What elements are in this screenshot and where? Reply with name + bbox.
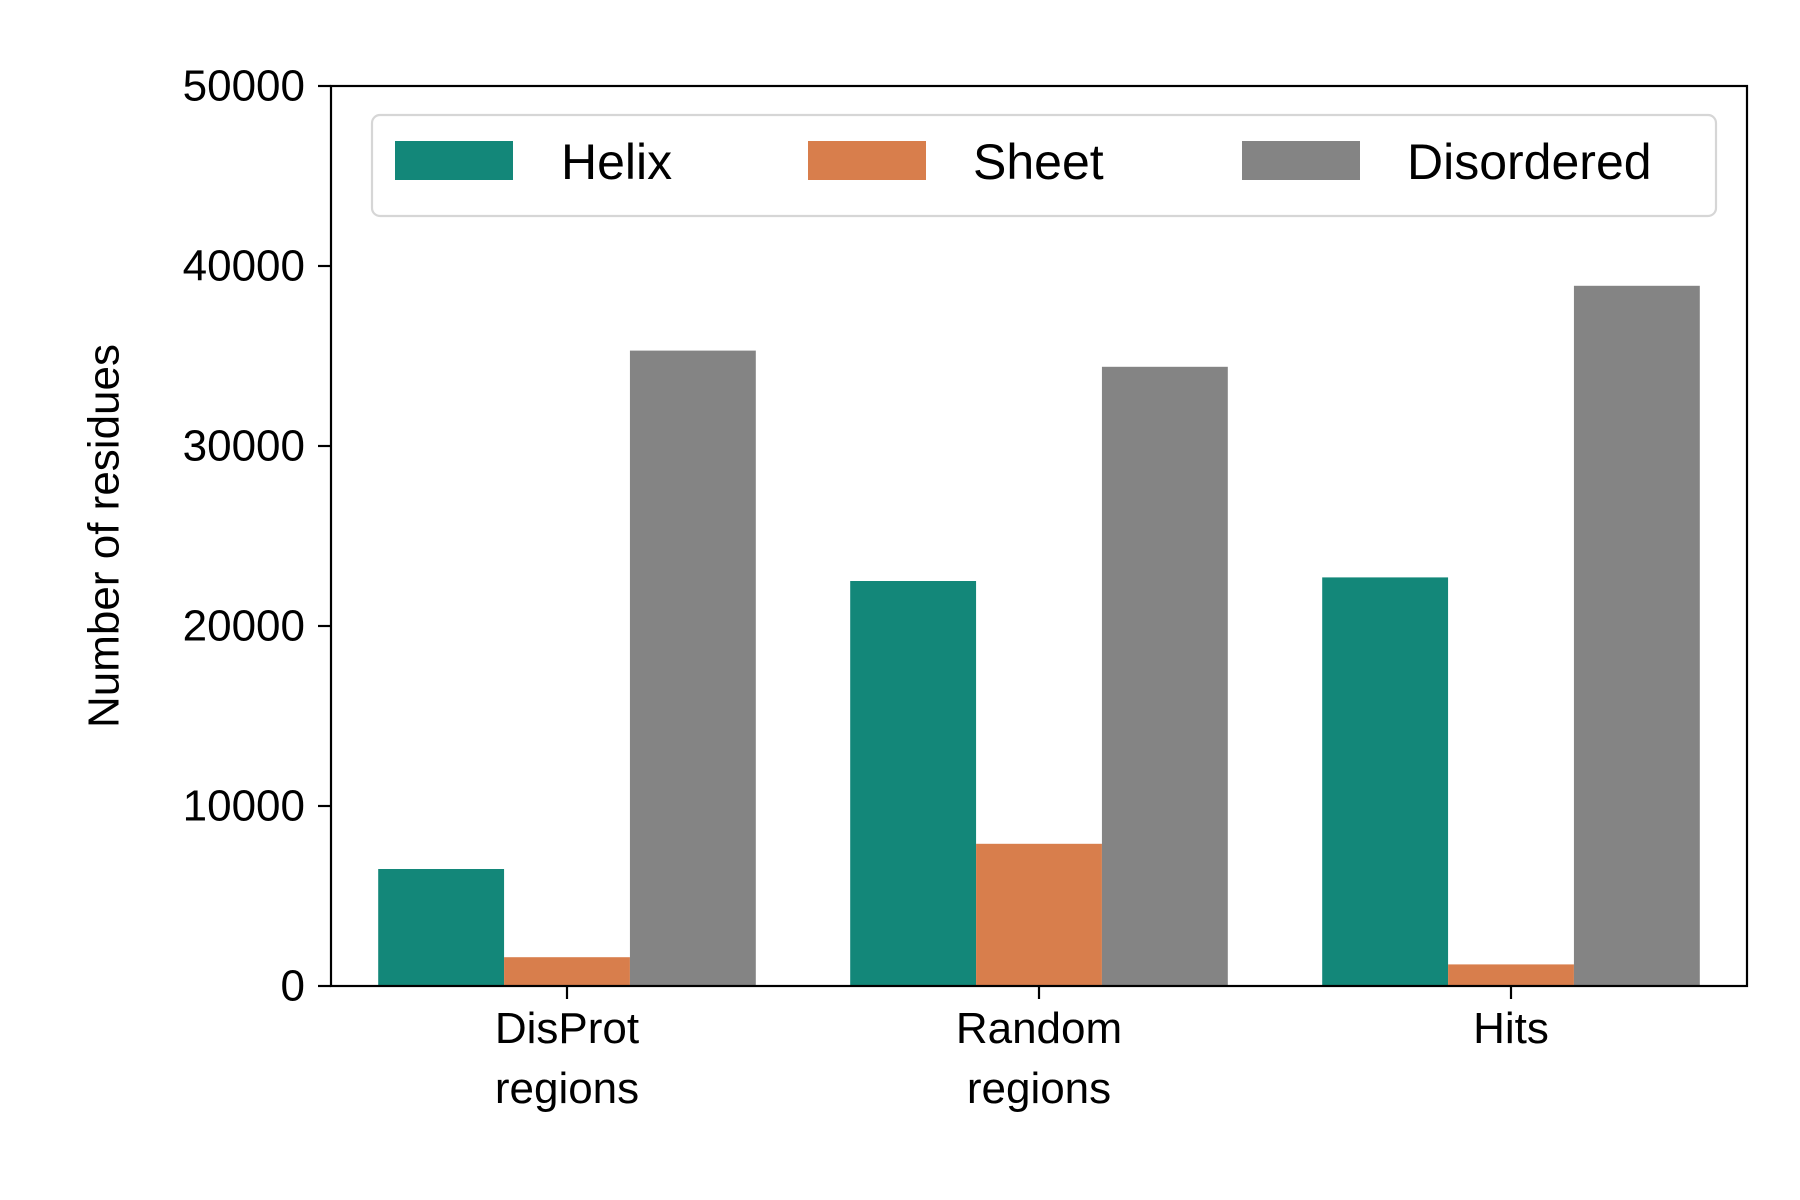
x-tick-label-line: regions — [495, 1064, 639, 1113]
bar-helix-2 — [1322, 577, 1449, 986]
bar-disordered-2 — [1573, 285, 1700, 986]
bar-sheet-1 — [976, 843, 1102, 986]
x-tick-label: Hits — [1473, 1004, 1549, 1053]
bar-disordered-1 — [1101, 366, 1228, 986]
legend-label-helix: Helix — [561, 134, 672, 190]
x-axis: DisProt regions Random regions Hits — [495, 986, 1549, 1113]
bar-disordered-0 — [629, 350, 756, 987]
x-tick-label: DisProt regions — [495, 1004, 639, 1113]
legend-frame — [370, 113, 1718, 218]
bar-sheet-0 — [504, 957, 630, 986]
legend-swatch-helix — [395, 141, 513, 180]
bar-sheet-2 — [1448, 964, 1574, 986]
y-tick-label: 30000 — [183, 422, 305, 471]
legend-swatch-disordered — [1242, 141, 1360, 180]
x-tick-label-line: DisProt — [495, 1004, 639, 1053]
y-axis: 0 10000 20000 30000 40000 50000 — [183, 62, 331, 1011]
y-axis-label: Number of residues — [80, 344, 129, 728]
y-tick-label: 20000 — [183, 602, 305, 651]
legend: Helix Sheet Disordered — [370, 113, 1718, 218]
y-tick-label: 50000 — [183, 62, 305, 111]
x-tick-label-line: regions — [967, 1064, 1111, 1113]
x-tick-label: Random regions — [956, 1004, 1122, 1113]
y-tick-label: 10000 — [183, 782, 305, 831]
x-tick-label-line: Random — [956, 1004, 1122, 1053]
y-tick-label: 40000 — [183, 242, 305, 291]
bars-layer — [378, 285, 1700, 987]
legend-swatch-sheet — [808, 141, 926, 180]
legend-label-sheet: Sheet — [973, 134, 1104, 190]
y-tick-label: 0 — [281, 962, 305, 1011]
bar-helix-0 — [378, 869, 505, 986]
legend-label-disordered: Disordered — [1407, 134, 1652, 190]
x-tick-label-line: Hits — [1473, 1004, 1549, 1053]
bar-helix-1 — [850, 581, 977, 986]
